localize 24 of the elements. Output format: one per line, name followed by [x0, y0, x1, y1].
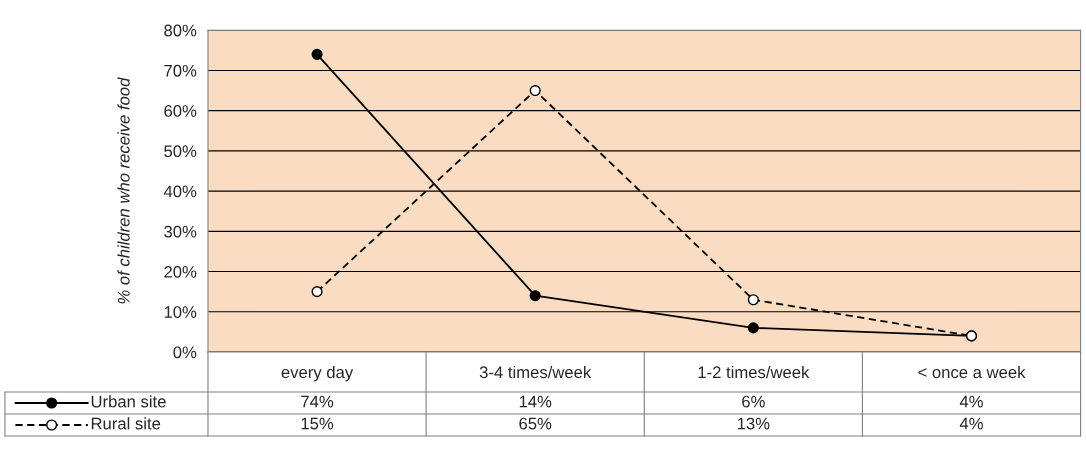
x-tick-label: 1-2 times/week	[698, 365, 810, 379]
x-tick-label: 3-4 times/week	[479, 365, 592, 379]
legend-label: Urban site	[91, 395, 166, 408]
data-label: 14%	[519, 395, 552, 408]
y-tick-label: 30%	[164, 225, 197, 238]
data-label: 4%	[959, 395, 983, 408]
y-tick-label: 70%	[164, 64, 197, 77]
data-label: 6%	[742, 395, 765, 408]
x-tick-label: < once a week	[918, 365, 1026, 379]
y-tick-label: 40%	[163, 185, 197, 198]
data-label: 4%	[959, 417, 983, 430]
y-tick-label: 50%	[164, 145, 197, 158]
y-tick-label: 10%	[164, 306, 197, 318]
y-tick-label: 60%	[164, 105, 197, 117]
data-label: 65%	[519, 417, 552, 430]
y-tick-label: 80%	[164, 24, 197, 37]
data-label: 15%	[301, 417, 334, 430]
data-label: 74%	[301, 395, 334, 408]
y-tick-label: 0%	[173, 346, 197, 359]
y-tick-label: 20%	[164, 265, 197, 278]
legend-label: Rural site	[91, 417, 161, 430]
x-tick-label: every day	[281, 365, 354, 382]
data-label: 13%	[737, 417, 770, 430]
y-axis-title: % of children who receive food	[117, 77, 130, 304]
